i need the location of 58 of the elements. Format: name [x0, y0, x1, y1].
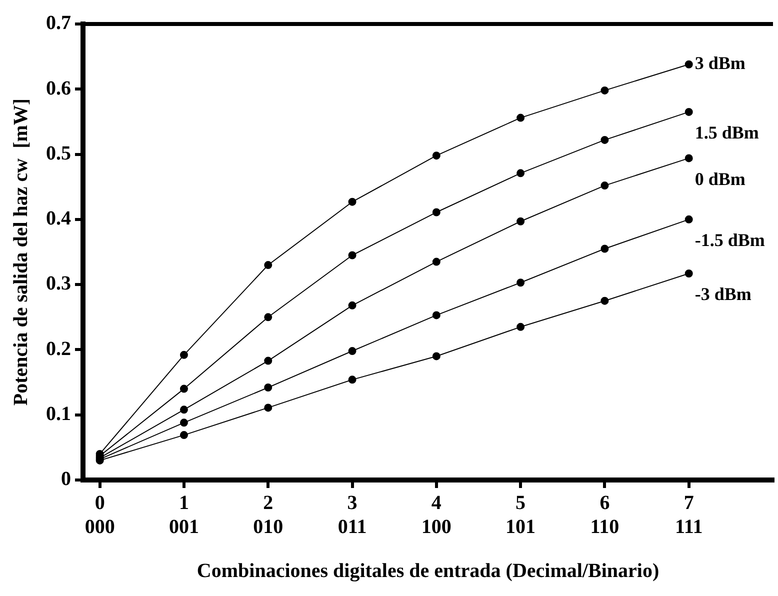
point — [684, 269, 693, 278]
x-tick-label: 0 000 — [84, 492, 115, 538]
point — [264, 356, 272, 365]
x-tick-label: 7 111 — [674, 492, 703, 538]
y-tick-label: 0.4 — [46, 208, 71, 230]
point — [180, 406, 188, 414]
point — [348, 301, 356, 310]
point — [600, 296, 609, 305]
point — [264, 313, 272, 322]
x-tick-label: 2 010 — [253, 492, 284, 538]
point — [348, 198, 356, 206]
point — [180, 431, 188, 440]
point — [516, 217, 525, 226]
point — [432, 208, 440, 216]
point — [180, 418, 188, 427]
point — [600, 244, 609, 253]
x-axis-title: Combinaciones digitales de entrada (Decimal/Binario) — [196, 560, 660, 582]
point — [516, 322, 525, 331]
point — [348, 251, 356, 260]
y-axis-title: Potencia de salida del haz cw [mW] — [10, 98, 32, 406]
point — [180, 350, 188, 359]
y-tick-label: 0.5 — [46, 142, 71, 164]
point — [600, 86, 609, 94]
series-label: -3 dBm — [694, 284, 752, 304]
point — [516, 169, 525, 178]
x-tick-label: 5 101 — [506, 492, 536, 538]
point — [432, 152, 440, 160]
y-tick-label: 0 — [61, 468, 71, 490]
point — [264, 383, 272, 392]
point — [684, 215, 693, 224]
x-tick-label: 6 110 — [590, 492, 620, 538]
point — [432, 352, 440, 360]
point — [264, 261, 272, 270]
y-tick-label: 0.6 — [46, 77, 71, 100]
point — [180, 384, 188, 393]
point — [348, 376, 356, 384]
series-label: 0 dBm — [694, 168, 746, 189]
y-tick-label: 0.1 — [46, 403, 71, 426]
point — [684, 154, 693, 162]
point — [432, 311, 440, 320]
point — [684, 108, 693, 116]
point — [684, 60, 693, 68]
x-tick-label: 1 001 — [168, 492, 199, 538]
point — [348, 347, 356, 356]
point — [600, 182, 609, 190]
point — [432, 258, 440, 266]
point — [516, 114, 525, 122]
x-tick-label: 4 100 — [421, 492, 452, 538]
point — [600, 136, 609, 144]
y-tick-label: 0.7 — [46, 12, 71, 34]
y-tick-label: 0.2 — [46, 338, 71, 360]
series-label: 3 dBm — [694, 53, 746, 74]
x-tick-label: 3 011 — [338, 492, 367, 538]
series-label: 1.5 dBm — [694, 122, 759, 143]
y-tick-label: 0.3 — [46, 272, 71, 295]
point — [264, 404, 272, 412]
series-label: -1.5 dBm — [694, 230, 765, 250]
point — [516, 278, 525, 287]
